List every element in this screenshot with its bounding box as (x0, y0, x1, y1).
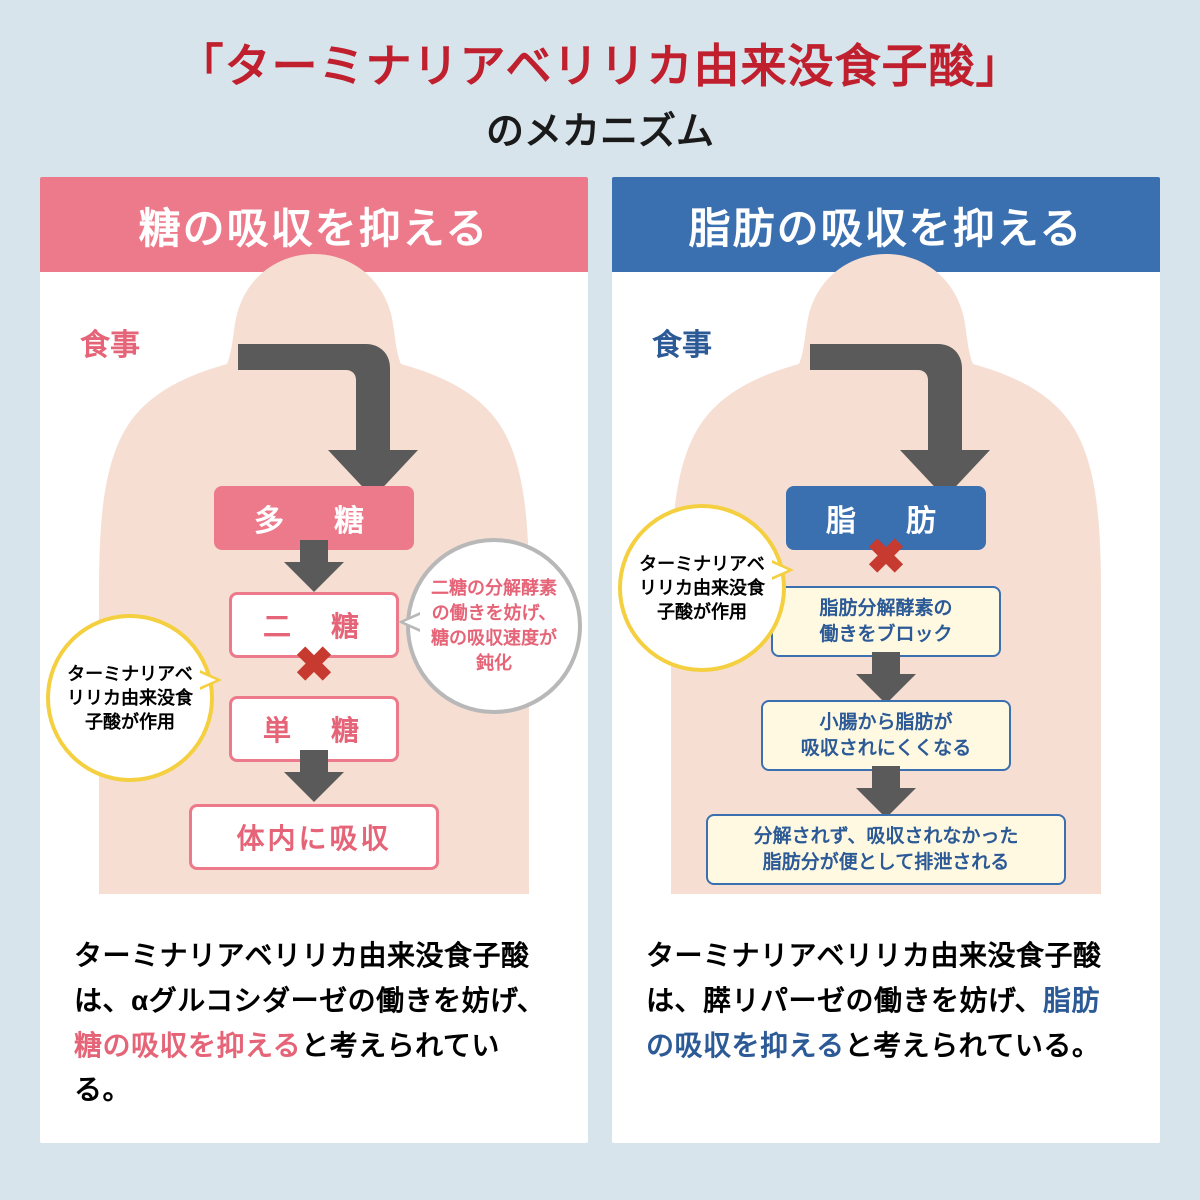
bubble-explanation: 二糖の分解酵素の働きを妨げ、糖の吸収速度が鈍化 (406, 538, 582, 714)
panels-row: 糖の吸収を抑える 食事 多 糖 二 糖 ✖ 単 糖 体内に吸収 ターミナリアベリ… (40, 177, 1160, 1143)
info-block-intestine: 小腸から脂肪が吸収されにくくなる (761, 700, 1011, 771)
info-block-excreted: 分解されず、吸収されなかった脂肪分が便として排泄される (706, 814, 1066, 885)
x-mark-icon: ✖ (866, 534, 906, 582)
entry-arrow-icon (730, 290, 1030, 510)
info-block-enzyme: 脂肪分解酵素の働きをブロック (771, 586, 1001, 657)
bubble-mechanism: ターミナリアベリリカ由来没食子酸が作用 (46, 614, 214, 782)
down-arrow-icon (284, 750, 344, 804)
caption-pre: ターミナリアベリリカ由来没食子酸は、膵リパーゼの働きを妨げ、 (646, 940, 1101, 1016)
bubble-tail-icon (404, 615, 420, 629)
down-arrow-icon (856, 766, 916, 814)
entry-arrow-icon (158, 290, 458, 510)
meal-label: 食事 (652, 320, 712, 364)
panel-sugar: 糖の吸収を抑える 食事 多 糖 二 糖 ✖ 単 糖 体内に吸収 ターミナリアベリ… (40, 177, 588, 1143)
panel-fat: 脂肪の吸収を抑える 食事 脂 肪 ✖ 脂肪分解酵素の働きをブロック 小腸から脂肪… (612, 177, 1160, 1143)
caption-post: と考えられている。 (845, 1030, 1101, 1061)
bubble-text: ターミナリアベリリカ由来没食子酸が作用 (622, 552, 782, 625)
main-title: 「ターミナリアベリリカ由来没食子酸」 のメカニズム (40, 30, 1160, 155)
bubble-mechanism: ターミナリアベリリカ由来没食子酸が作用 (618, 504, 786, 672)
bubble-text: ターミナリアベリリカ由来没食子酸が作用 (50, 662, 210, 735)
meal-label: 食事 (80, 320, 140, 364)
caption-highlight: 糖の吸収を抑える (74, 1030, 301, 1061)
x-mark-icon: ✖ (294, 642, 334, 690)
caption-pre: ターミナリアベリリカ由来没食子酸は、αグルコシダーゼの働きを妨げ、 (74, 940, 545, 1016)
bubble-tail-icon (200, 673, 216, 687)
panel-sugar-body: 食事 多 糖 二 糖 ✖ 単 糖 体内に吸収 ターミナリアベリリカ由来没食子酸が… (40, 272, 588, 912)
panel-fat-caption: ターミナリアベリリカ由来没食子酸は、膵リパーゼの働きを妨げ、脂肪の吸収を抑えると… (612, 912, 1160, 1098)
title-sub: のメカニズム (40, 100, 1160, 155)
bubble-text: 二糖の分解酵素の働きを妨げ、糖の吸収速度が鈍化 (410, 576, 578, 677)
panel-sugar-caption: ターミナリアベリリカ由来没食子酸は、αグルコシダーゼの働きを妨げ、糖の吸収を抑え… (40, 912, 588, 1143)
down-arrow-icon (856, 652, 916, 700)
down-arrow-icon (284, 540, 344, 594)
panel-fat-body: 食事 脂 肪 ✖ 脂肪分解酵素の働きをブロック 小腸から脂肪が吸収されにくくなる… (612, 272, 1160, 912)
title-main: 「ターミナリアベリリカ由来没食子酸」 (40, 30, 1160, 96)
bubble-tail-icon (772, 563, 788, 577)
stage-absorbed: 体内に吸収 (189, 804, 439, 870)
